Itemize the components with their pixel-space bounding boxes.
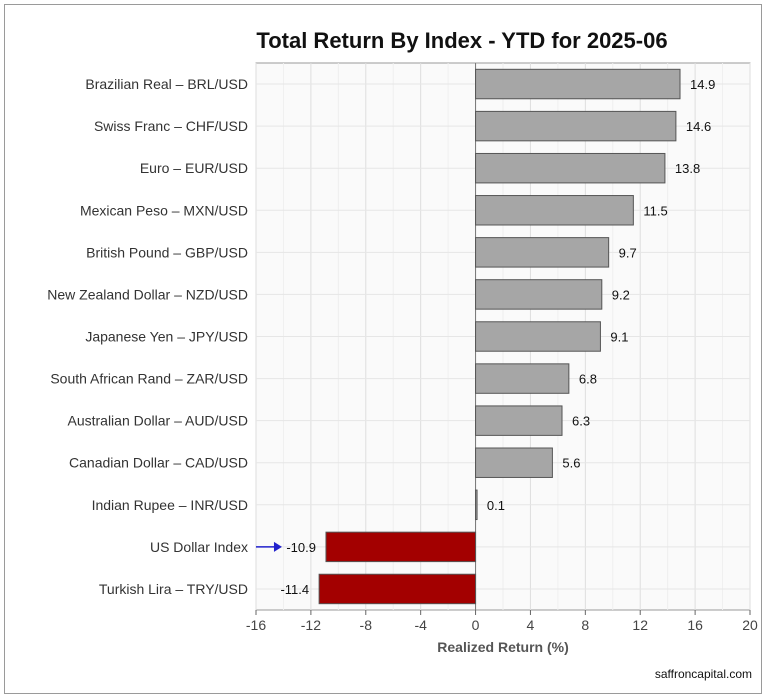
value-label: 0.1 bbox=[487, 498, 505, 513]
value-label: -11.4 bbox=[280, 582, 309, 597]
bar bbox=[475, 321, 601, 352]
bar bbox=[325, 531, 477, 563]
value-label: 9.1 bbox=[610, 330, 628, 345]
bar bbox=[475, 110, 677, 142]
x-axis-title: Realized Return (%) bbox=[437, 639, 568, 655]
category-label: Japanese Yen – JPY/USD bbox=[85, 329, 248, 345]
bar bbox=[475, 237, 610, 268]
category-label: Canadian Dollar – CAD/USD bbox=[69, 455, 248, 471]
category-label: Mexican Peso – MXN/USD bbox=[80, 202, 248, 218]
bar bbox=[475, 489, 478, 521]
category-label: Turkish Lira – TRY/USD bbox=[99, 581, 248, 597]
x-tick-label: 16 bbox=[687, 617, 703, 633]
category-label: Australian Dollar – AUD/USD bbox=[67, 413, 248, 429]
value-label: 9.7 bbox=[619, 245, 637, 260]
x-tick-label: -8 bbox=[360, 617, 373, 633]
bar bbox=[475, 195, 634, 226]
x-tick-label: 0 bbox=[472, 617, 480, 633]
value-label: 14.6 bbox=[686, 119, 711, 134]
arrow-head-icon bbox=[273, 541, 282, 552]
bar bbox=[475, 68, 681, 100]
category-label: Indian Rupee – INR/USD bbox=[92, 497, 248, 513]
value-label: 5.6 bbox=[562, 456, 580, 471]
category-label: British Pound – GBP/USD bbox=[86, 244, 248, 260]
value-label: 13.8 bbox=[675, 161, 700, 176]
bar bbox=[475, 279, 603, 310]
source-watermark: saffroncapital.com bbox=[655, 667, 752, 681]
x-tick-label: 20 bbox=[742, 617, 758, 633]
bar bbox=[475, 363, 570, 394]
x-tick-label: 12 bbox=[632, 617, 648, 633]
category-labels: Brazilian Real – BRL/USD Swiss Franc – CH… bbox=[47, 76, 248, 597]
x-axis-ticks: -16 -12 -8 -4 0 4 8 12 16 20 bbox=[246, 610, 758, 633]
x-tick-label: 4 bbox=[527, 617, 535, 633]
value-label: -10.9 bbox=[286, 540, 316, 555]
value-labels: 14.9 14.6 13.8 11.5 9.7 9.2 9.1 6.8 6.3 5.6 0.1 -10… bbox=[280, 77, 715, 597]
bar bbox=[475, 405, 563, 436]
value-label: 14.9 bbox=[690, 77, 715, 92]
bar bbox=[475, 447, 553, 478]
category-label: US Dollar Index bbox=[150, 539, 248, 555]
bar bbox=[318, 573, 477, 605]
category-label: Swiss Franc – CHF/USD bbox=[94, 118, 248, 134]
value-label: 6.3 bbox=[572, 414, 590, 429]
chart-title: Total Return By Index - YTD for 2025-06 bbox=[256, 28, 667, 53]
x-tick-label: -12 bbox=[301, 617, 321, 633]
x-tick-label: -4 bbox=[414, 617, 427, 633]
category-label: Brazilian Real – BRL/USD bbox=[85, 76, 248, 92]
x-tick-label: -16 bbox=[246, 617, 266, 633]
bar bbox=[475, 152, 666, 184]
category-label: South African Rand – ZAR/USD bbox=[50, 371, 248, 387]
highlight-marker bbox=[255, 541, 282, 552]
category-label: New Zealand Dollar – NZD/USD bbox=[47, 286, 248, 302]
value-label: 6.8 bbox=[579, 372, 597, 387]
category-label: Euro – EUR/USD bbox=[140, 160, 248, 176]
bars bbox=[318, 68, 681, 605]
x-tick-label: 8 bbox=[581, 617, 589, 633]
value-label: 11.5 bbox=[643, 203, 667, 218]
value-label: 9.2 bbox=[612, 287, 630, 302]
